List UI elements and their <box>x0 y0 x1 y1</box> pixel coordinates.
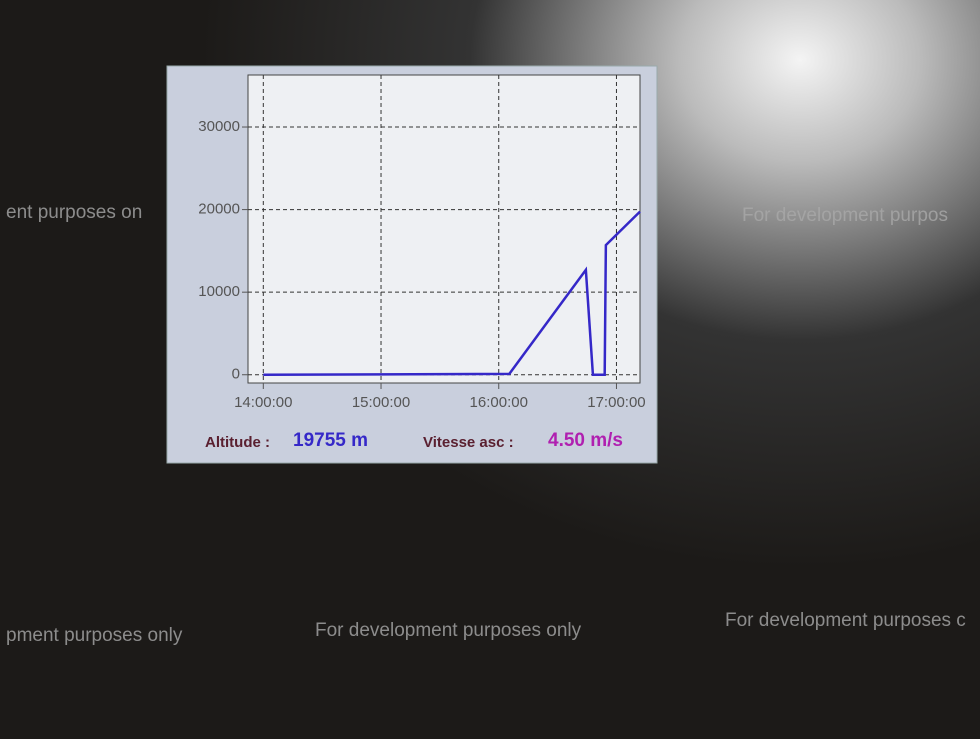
x-tick-label: 15:00:00 <box>352 394 410 411</box>
readout-label: Vitesse asc : <box>423 434 514 451</box>
y-tick-label: 20000 <box>198 201 240 218</box>
x-tick-label: 16:00:00 <box>470 394 528 411</box>
chart: 0 10000 20000 30000 14:00:00 15:00:00 16:00:00… <box>0 0 980 739</box>
x-tick-label: 14:00:00 <box>234 394 292 411</box>
x-tick-label: 17:00:00 <box>587 394 645 411</box>
plot-area <box>248 75 640 383</box>
readout-value: 19755 m <box>293 430 368 451</box>
y-tick-label: 30000 <box>198 118 240 135</box>
readout-value: 4.50 m/s <box>548 430 623 451</box>
y-tick-label: 10000 <box>198 283 240 300</box>
page: ent purposes on For development purpos p… <box>0 0 980 739</box>
readout-label: Altitude : <box>205 434 270 451</box>
y-tick-label: 0 <box>232 366 240 383</box>
